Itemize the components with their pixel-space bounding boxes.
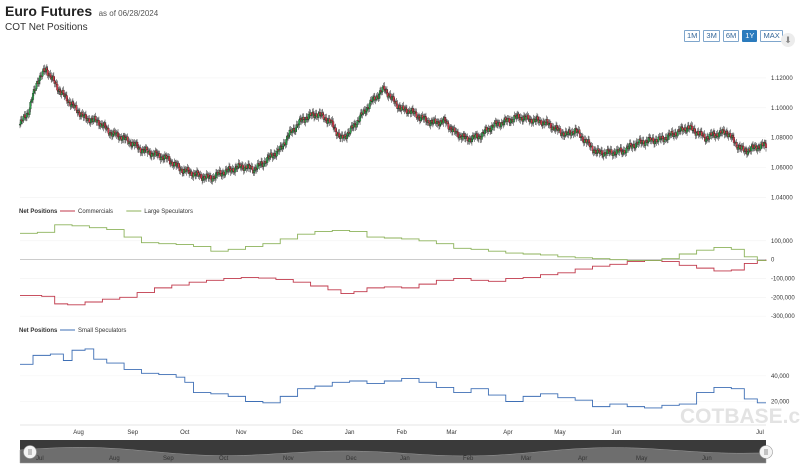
legend-label-large-speculators: Large Speculators [144, 209, 193, 215]
watermark-text: COTBASE.com [680, 405, 800, 428]
cot-y-tick-label: -200,000 [771, 295, 795, 301]
navigator-label-oct: Oct [219, 456, 229, 462]
chart-subtitle: COT Net Positions [5, 22, 88, 33]
as-of-date: as of 06/28/2024 [98, 9, 159, 18]
navigator[interactable]: Jul Aug Sep Oct Nov Dec Jan Feb Mar Apr May Jun [19, 440, 773, 464]
series-line-small-speculators [20, 348, 766, 409]
navigator-label-mar: Mar [521, 456, 531, 462]
chart-header: Euro Futures as of 06/28/2024 COT Net Po… [5, 3, 158, 33]
navigator-right-handle[interactable] [759, 445, 773, 459]
x-tick-label-jan: Jan [345, 430, 355, 436]
price-y-tick-label: 1.04000 [771, 196, 793, 202]
price-y-tick-label: 1.08000 [771, 136, 793, 142]
x-tick-label-feb: Feb [397, 430, 408, 436]
navigator-series-area [19, 447, 767, 464]
legend-label-commercials: Commercials [78, 209, 113, 215]
cot-y-tick-label: 100,000 [771, 239, 793, 245]
cot-legend-title: Net Positions [19, 209, 58, 215]
small-legend-title: Net Positions [19, 328, 58, 334]
x-tick-label-sep: Sep [127, 430, 138, 436]
small-y-tick-label: 20,000 [771, 400, 790, 406]
series-line-commercials [20, 259, 767, 306]
range-selector: 1M 3M 6M 1Y MAX [684, 30, 783, 42]
x-axis: Aug Sep Oct Nov Dec Jan Feb Mar Apr May Jun Jul [20, 424, 766, 436]
range-button-6m[interactable]: 6M [722, 30, 740, 42]
range-button-3m[interactable]: 3M [703, 30, 720, 42]
x-tick-label-apr: Apr [503, 430, 512, 436]
x-tick-label-jul: Jul [756, 430, 764, 436]
navigator-label-jul: Jul [36, 456, 44, 462]
price-y-tick-label: 1.10000 [771, 106, 793, 112]
price-y-tick-label: 1.12000 [771, 76, 793, 82]
navigator-left-handle[interactable] [23, 445, 37, 459]
watermark: COTBASE.com [680, 405, 800, 428]
x-tick-label-jun: Jun [612, 430, 622, 436]
navigator-label-jan: Jan [400, 456, 410, 462]
series-line-large-speculators [20, 224, 767, 262]
download-icon[interactable]: ⬇ [781, 33, 795, 47]
cot-y-tick-label: -100,000 [771, 276, 795, 282]
legend-label-small-speculators: Small Speculators [78, 328, 126, 334]
small-y-tick-label: 40,000 [771, 374, 790, 380]
x-tick-label-nov: Nov [236, 430, 247, 436]
x-tick-label-oct: Oct [180, 430, 190, 436]
range-button-1m[interactable]: 1M [684, 30, 701, 42]
navigator-label-feb: Feb [463, 456, 474, 462]
navigator-label-aug: Aug [109, 456, 120, 462]
range-button-1y[interactable]: 1Y [742, 30, 758, 42]
price-y-tick-label: 1.06000 [771, 166, 793, 172]
cot-y-tick-label: -300,000 [771, 314, 795, 320]
x-tick-label-mar: Mar [446, 430, 456, 436]
cot-y-tick-label: 0 [771, 258, 775, 264]
candle-body [764, 143, 768, 149]
navigator-label-jun: Jun [702, 456, 712, 462]
small-speculators-pane: 40,000 20,000 Net Positions Small Speculato… [19, 328, 790, 409]
navigator-label-apr: Apr [578, 456, 587, 462]
x-tick-label-dec: Dec [292, 430, 303, 436]
navigator-label-dec: Dec [346, 456, 357, 462]
x-tick-label-may: May [554, 430, 565, 436]
navigator-label-nov: Nov [283, 456, 294, 462]
chart-title: Euro Futures [5, 3, 93, 19]
cot-net-positions-pane: 100,000 0 -100,000 -200,000 -300,000 Net Posi… [19, 209, 795, 320]
navigator-label-may: May [636, 456, 647, 462]
navigator-label-sep: Sep [163, 456, 174, 462]
price-pane: 1.12000 1.10000 1.08000 1.06000 1.04000 [18, 64, 793, 202]
x-tick-label-aug: Aug [73, 430, 84, 436]
